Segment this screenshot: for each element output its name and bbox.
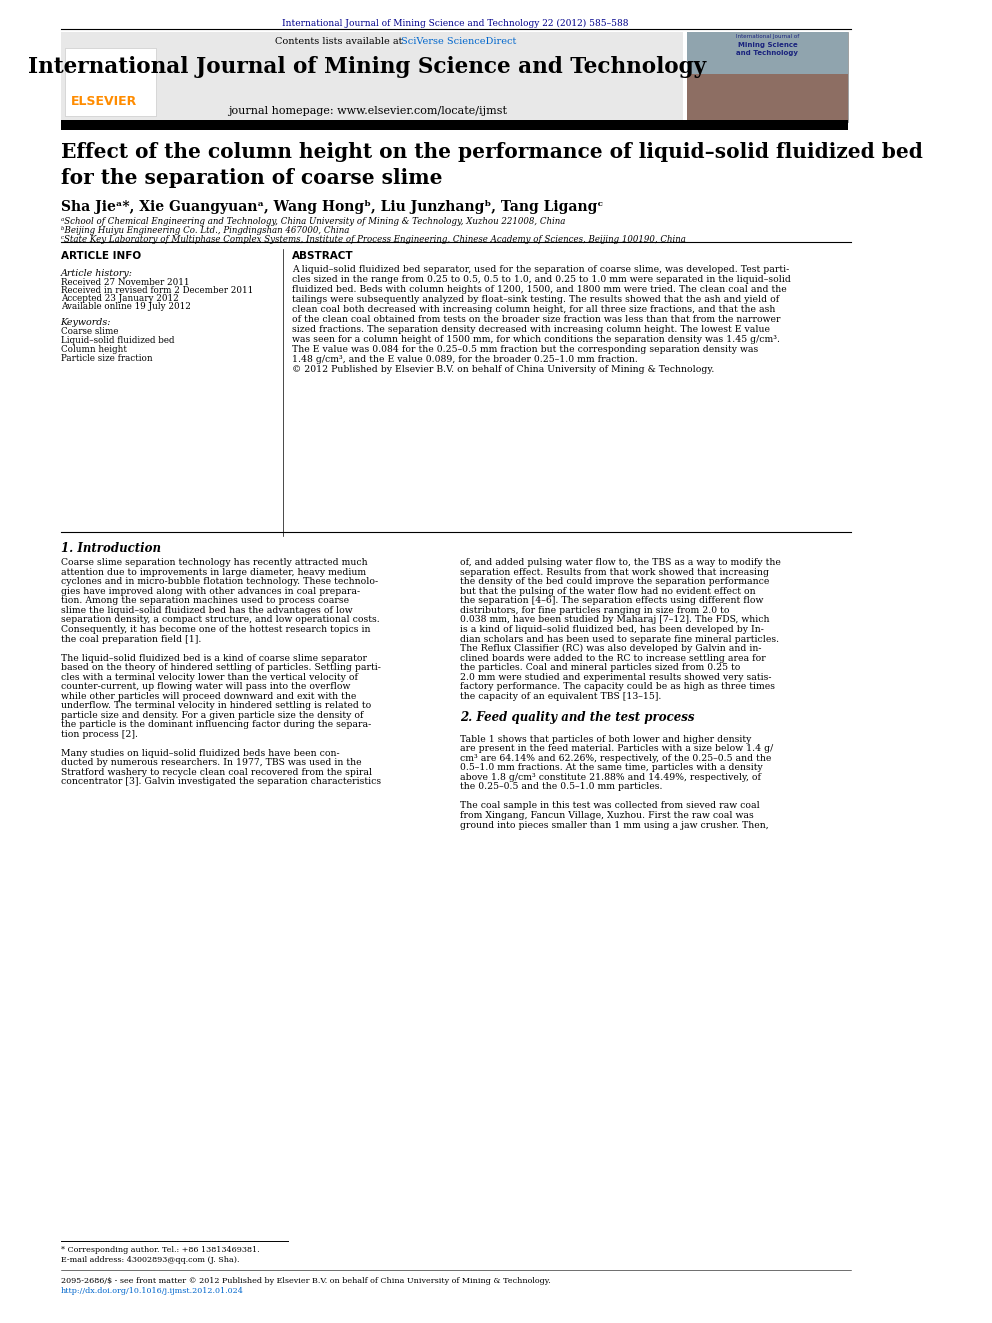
Text: A liquid–solid fluidized bed separator, used for the separation of coarse slime,: A liquid–solid fluidized bed separator, … xyxy=(292,265,789,274)
Text: tion process [2].: tion process [2]. xyxy=(61,730,138,738)
Text: 2095-2686/$ - see front matter © 2012 Published by Elsevier B.V. on behalf of Ch: 2095-2686/$ - see front matter © 2012 Pu… xyxy=(61,1277,551,1285)
Text: ducted by numerous researchers. In 1977, TBS was used in the: ducted by numerous researchers. In 1977,… xyxy=(61,758,361,767)
Text: above 1.8 g/cm³ constitute 21.88% and 14.49%, respectively, of: above 1.8 g/cm³ constitute 21.88% and 14… xyxy=(460,773,761,782)
Text: Table 1 shows that particles of both lower and higher density: Table 1 shows that particles of both low… xyxy=(460,734,751,744)
Text: separation density, a compact structure, and low operational costs.: separation density, a compact structure,… xyxy=(61,615,379,624)
Text: © 2012 Published by Elsevier B.V. on behalf of China University of Mining & Tech: © 2012 Published by Elsevier B.V. on beh… xyxy=(292,365,714,374)
Text: Keywords:: Keywords: xyxy=(61,318,111,327)
Text: clean coal both decreased with increasing column height, for all three size frac: clean coal both decreased with increasin… xyxy=(292,304,775,314)
FancyBboxPatch shape xyxy=(64,48,156,116)
Text: E-mail address: 43002893@qq.com (J. Sha).: E-mail address: 43002893@qq.com (J. Sha)… xyxy=(61,1256,239,1263)
Text: 0.038 mm, have been studied by Maharaj [7–12]. The FDS, which: 0.038 mm, have been studied by Maharaj [… xyxy=(460,615,770,624)
Text: Coarse slime separation technology has recently attracted much: Coarse slime separation technology has r… xyxy=(61,558,367,568)
Text: Sha Jieᵃ*, Xie Guangyuanᵃ, Wang Hongᵇ, Liu Junzhangᵇ, Tang Ligangᶜ: Sha Jieᵃ*, Xie Guangyuanᵃ, Wang Hongᵇ, L… xyxy=(61,200,603,214)
Text: tailings were subsequently analyzed by float–sink testing. The results showed th: tailings were subsequently analyzed by f… xyxy=(292,295,779,304)
Text: but that the pulsing of the water flow had no evident effect on: but that the pulsing of the water flow h… xyxy=(460,587,756,595)
Text: * Corresponding author. Tel.: +86 13813469381.: * Corresponding author. Tel.: +86 138134… xyxy=(61,1246,259,1254)
Text: Mining Science: Mining Science xyxy=(738,42,798,49)
Text: factory performance. The capacity could be as high as three times: factory performance. The capacity could … xyxy=(460,683,775,691)
Text: International Journal of Mining Science and Technology: International Journal of Mining Science … xyxy=(29,56,706,78)
Text: The coal sample in this test was collected from sieved raw coal: The coal sample in this test was collect… xyxy=(460,802,760,811)
Text: sized fractions. The separation density decreased with increasing column height.: sized fractions. The separation density … xyxy=(292,325,770,333)
Text: Particle size fraction: Particle size fraction xyxy=(61,353,152,363)
Text: ᵇBeijing Huiyu Engineering Co. Ltd., Pingdingshan 467000, China: ᵇBeijing Huiyu Engineering Co. Ltd., Pin… xyxy=(61,226,349,235)
Text: cm³ are 64.14% and 62.26%, respectively, of the 0.25–0.5 and the: cm³ are 64.14% and 62.26%, respectively,… xyxy=(460,754,771,763)
FancyBboxPatch shape xyxy=(686,32,848,122)
Text: attention due to improvements in large diameter, heavy medium: attention due to improvements in large d… xyxy=(61,568,366,577)
Text: Liquid–solid fluidized bed: Liquid–solid fluidized bed xyxy=(61,336,175,345)
Text: 2. Feed quality and the test process: 2. Feed quality and the test process xyxy=(460,710,694,724)
Text: 2.0 mm were studied and experimental results showed very satis-: 2.0 mm were studied and experimental res… xyxy=(460,672,772,681)
Text: Contents lists available at: Contents lists available at xyxy=(275,37,406,46)
Text: ABSTRACT: ABSTRACT xyxy=(292,251,353,262)
Text: ELSEVIER: ELSEVIER xyxy=(70,95,137,108)
FancyBboxPatch shape xyxy=(686,74,848,122)
Text: cles with a terminal velocity lower than the vertical velocity of: cles with a terminal velocity lower than… xyxy=(61,672,357,681)
Text: The Reflux Classifier (RC) was also developed by Galvin and in-: The Reflux Classifier (RC) was also deve… xyxy=(460,644,761,654)
Text: SciVerse ScienceDirect: SciVerse ScienceDirect xyxy=(401,37,517,46)
Text: while other particles will proceed downward and exit with the: while other particles will proceed downw… xyxy=(61,692,356,701)
FancyBboxPatch shape xyxy=(61,32,682,122)
Text: underflow. The terminal velocity in hindered settling is related to: underflow. The terminal velocity in hind… xyxy=(61,701,371,710)
Text: the particle is the dominant influencing factor during the separa-: the particle is the dominant influencing… xyxy=(61,720,371,729)
Text: Received 27 November 2011: Received 27 November 2011 xyxy=(61,278,189,287)
Text: fluidized bed. Beds with column heights of 1200, 1500, and 1800 mm were tried. T: fluidized bed. Beds with column heights … xyxy=(292,284,787,294)
Text: was seen for a column height of 1500 mm, for which conditions the separation den: was seen for a column height of 1500 mm,… xyxy=(292,335,780,344)
Text: and Technology: and Technology xyxy=(736,50,799,57)
Text: particle size and density. For a given particle size the density of: particle size and density. For a given p… xyxy=(61,710,363,720)
Text: separation effect. Results from that work showed that increasing: separation effect. Results from that wor… xyxy=(460,568,769,577)
Text: gies have improved along with other advances in coal prepara-: gies have improved along with other adva… xyxy=(61,587,360,595)
Text: 0.5–1.0 mm fractions. At the same time, particles with a density: 0.5–1.0 mm fractions. At the same time, … xyxy=(460,763,763,773)
Text: from Xingang, Fancun Village, Xuzhou. First the raw coal was: from Xingang, Fancun Village, Xuzhou. Fi… xyxy=(460,811,754,820)
Text: Coarse slime: Coarse slime xyxy=(61,327,118,336)
Text: the separation [4–6]. The separation effects using different flow: the separation [4–6]. The separation eff… xyxy=(460,597,763,606)
Text: dian scholars and has been used to separate fine mineral particles.: dian scholars and has been used to separ… xyxy=(460,635,779,643)
Text: International Journal of Mining Science and Technology 22 (2012) 585–588: International Journal of Mining Science … xyxy=(283,19,629,28)
FancyBboxPatch shape xyxy=(61,120,848,130)
Text: of, and added pulsing water flow to, the TBS as a way to modify the: of, and added pulsing water flow to, the… xyxy=(460,558,781,568)
Text: Received in revised form 2 December 2011: Received in revised form 2 December 2011 xyxy=(61,286,253,295)
Text: The E value was 0.084 for the 0.25–0.5 mm fraction but the corresponding separat: The E value was 0.084 for the 0.25–0.5 m… xyxy=(292,345,758,355)
Text: is a kind of liquid–solid fluidized bed, has been developed by In-: is a kind of liquid–solid fluidized bed,… xyxy=(460,624,764,634)
Text: the density of the bed could improve the separation performance: the density of the bed could improve the… xyxy=(460,577,769,586)
Text: the capacity of an equivalent TBS [13–15].: the capacity of an equivalent TBS [13–15… xyxy=(460,692,662,701)
Text: distributors, for fine particles ranging in size from 2.0 to: distributors, for fine particles ranging… xyxy=(460,606,729,615)
Text: International Journal of: International Journal of xyxy=(736,34,800,40)
Text: ground into pieces smaller than 1 mm using a jaw crusher. Then,: ground into pieces smaller than 1 mm usi… xyxy=(460,820,769,830)
FancyBboxPatch shape xyxy=(686,32,848,74)
Text: http://dx.doi.org/10.1016/j.ijmst.2012.01.024: http://dx.doi.org/10.1016/j.ijmst.2012.0… xyxy=(61,1287,243,1295)
Text: of the clean coal obtained from tests on the broader size fraction was less than: of the clean coal obtained from tests on… xyxy=(292,315,781,324)
Text: ᶜState Key Laboratory of Multiphase Complex Systems, Institute of Process Engine: ᶜState Key Laboratory of Multiphase Comp… xyxy=(61,235,685,245)
Text: Accepted 23 January 2012: Accepted 23 January 2012 xyxy=(61,294,179,303)
Text: journal homepage: www.elsevier.com/locate/ijmst: journal homepage: www.elsevier.com/locat… xyxy=(228,106,507,116)
Text: cles sized in the range from 0.25 to 0.5, 0.5 to 1.0, and 0.25 to 1.0 mm were se: cles sized in the range from 0.25 to 0.5… xyxy=(292,275,791,283)
Text: Column height: Column height xyxy=(61,345,126,353)
Text: Many studies on liquid–solid fluidized beds have been con-: Many studies on liquid–solid fluidized b… xyxy=(61,749,339,758)
Text: counter-current, up flowing water will pass into the overflow: counter-current, up flowing water will p… xyxy=(61,683,350,691)
Text: based on the theory of hindered settling of particles. Settling parti-: based on the theory of hindered settling… xyxy=(61,663,381,672)
Text: slime the liquid–solid fluidized bed has the advantages of low: slime the liquid–solid fluidized bed has… xyxy=(61,606,352,615)
Text: cyclones and in micro-bubble flotation technology. These technolo-: cyclones and in micro-bubble flotation t… xyxy=(61,577,378,586)
Text: ARTICLE INFO: ARTICLE INFO xyxy=(61,251,141,262)
Text: Stratford washery to recycle clean coal recovered from the spiral: Stratford washery to recycle clean coal … xyxy=(61,767,372,777)
Text: are present in the feed material. Particles with a size below 1.4 g/: are present in the feed material. Partic… xyxy=(460,745,773,753)
Text: The liquid–solid fluidized bed is a kind of coarse slime separator: The liquid–solid fluidized bed is a kind… xyxy=(61,654,367,663)
Text: Effect of the column height on the performance of liquid–solid fluidized bed
for: Effect of the column height on the perfo… xyxy=(61,142,923,188)
Text: ᵃSchool of Chemical Engineering and Technology, China University of Mining & Tec: ᵃSchool of Chemical Engineering and Tech… xyxy=(61,217,565,226)
Text: Article history:: Article history: xyxy=(61,269,133,278)
Text: Consequently, it has become one of the hottest research topics in: Consequently, it has become one of the h… xyxy=(61,624,370,634)
Text: 1. Introduction: 1. Introduction xyxy=(61,542,161,556)
Text: concentrator [3]. Galvin investigated the separation characteristics: concentrator [3]. Galvin investigated th… xyxy=(61,778,381,786)
Text: tion. Among the separation machines used to process coarse: tion. Among the separation machines used… xyxy=(61,597,349,606)
Text: clined boards were added to the RC to increase settling area for: clined boards were added to the RC to in… xyxy=(460,654,766,663)
Text: 1.48 g/cm³, and the E value 0.089, for the broader 0.25–1.0 mm fraction.: 1.48 g/cm³, and the E value 0.089, for t… xyxy=(292,355,638,364)
Text: the coal preparation field [1].: the coal preparation field [1]. xyxy=(61,635,201,643)
Text: the 0.25–0.5 and the 0.5–1.0 mm particles.: the 0.25–0.5 and the 0.5–1.0 mm particle… xyxy=(460,782,663,791)
Text: Available online 19 July 2012: Available online 19 July 2012 xyxy=(61,302,190,311)
Text: the particles. Coal and mineral particles sized from 0.25 to: the particles. Coal and mineral particle… xyxy=(460,663,740,672)
